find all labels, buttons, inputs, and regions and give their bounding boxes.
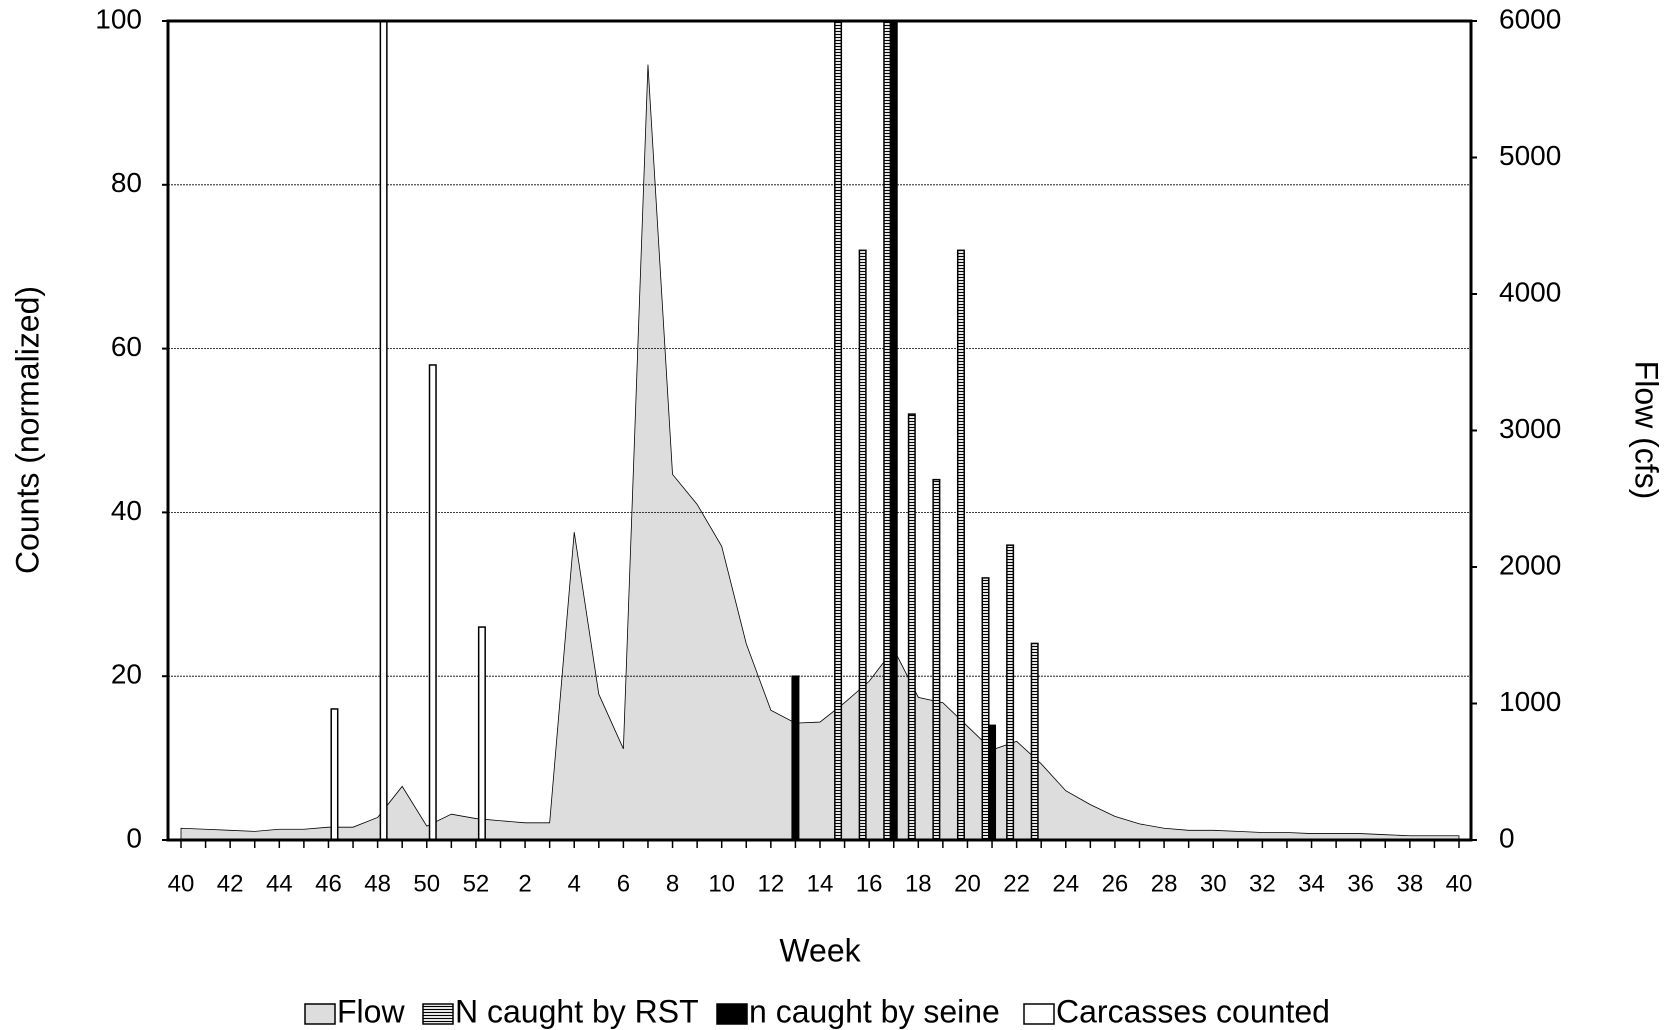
x-tick-label: 40: [168, 870, 195, 897]
bar: [889, 20, 898, 841]
bar: [379, 20, 388, 841]
x-tick-label: 34: [1298, 870, 1325, 897]
y-tick-label: 80: [111, 167, 142, 198]
x-tick-label: 46: [315, 870, 342, 897]
x-tick-label: 40: [1446, 870, 1473, 897]
x-axis-title: Week: [779, 932, 861, 968]
x-tick-label: 4: [568, 870, 581, 897]
bar: [791, 675, 800, 841]
y-axis-title: Counts (normalized): [9, 286, 45, 574]
y2-tick-label: 6000: [1499, 3, 1561, 34]
bar: [1006, 544, 1015, 841]
x-tick-label: 20: [954, 870, 981, 897]
y2-tick-label: 1000: [1499, 686, 1561, 717]
y-tick-label: 60: [111, 331, 142, 362]
x-tick-label: 28: [1151, 870, 1178, 897]
y2-tick-label: 0: [1499, 822, 1515, 853]
x-tick-label: 42: [217, 870, 244, 897]
x-tick-label: 26: [1102, 870, 1129, 897]
x-tick-label: 14: [807, 870, 834, 897]
x-tick-label: 2: [518, 870, 531, 897]
y2-tick-label: 3000: [1499, 413, 1561, 444]
x-tick-label: 22: [1003, 870, 1030, 897]
x-tick-label: 6: [617, 870, 630, 897]
legend-swatch: [304, 1003, 336, 1025]
x-tick-label: 18: [905, 870, 932, 897]
x-tick-label: 12: [757, 870, 784, 897]
bar: [988, 724, 997, 841]
legend-label: Flow: [337, 993, 405, 1029]
x-tick-label: 52: [463, 870, 490, 897]
y-tick-label: 20: [111, 659, 142, 690]
legend-label: N caught by RST: [455, 993, 699, 1029]
y2-tick-label: 2000: [1499, 549, 1561, 580]
bar: [428, 364, 437, 841]
y-tick-label: 40: [111, 495, 142, 526]
x-tick-label: 44: [266, 870, 293, 897]
y-tick-label: 100: [95, 3, 142, 34]
legend-label: Carcasses counted: [1056, 993, 1330, 1029]
x-tick-label: 24: [1052, 870, 1079, 897]
flow-area: [180, 64, 1460, 841]
bar: [907, 413, 916, 841]
legend-swatch: [716, 1003, 748, 1025]
x-tick-label: 10: [708, 870, 735, 897]
legend-swatch: [422, 1003, 454, 1025]
bar: [883, 20, 892, 841]
plot-frame: [166, 19, 1473, 842]
y2-tick-label: 5000: [1499, 140, 1561, 171]
legend-swatch: [1023, 1003, 1055, 1025]
x-tick-label: 30: [1200, 870, 1227, 897]
bar: [981, 577, 990, 841]
x-tick-label: 32: [1249, 870, 1276, 897]
x-tick-label: 36: [1347, 870, 1374, 897]
bar: [858, 249, 867, 841]
bar: [834, 20, 843, 841]
bar: [330, 708, 339, 841]
y2-axis-title: Flow (cfs): [1629, 361, 1665, 500]
bar: [956, 249, 965, 841]
y-tick-label: 0: [126, 822, 142, 853]
x-tick-label: 38: [1396, 870, 1423, 897]
bar: [932, 478, 941, 841]
legend-label: n caught by seine: [749, 993, 1000, 1029]
y2-tick-label: 4000: [1499, 276, 1561, 307]
x-tick-label: 16: [856, 870, 883, 897]
x-tick-label: 8: [666, 870, 679, 897]
x-tick-label: 48: [364, 870, 391, 897]
bar: [477, 626, 486, 841]
bar: [1030, 642, 1039, 841]
x-tick-label: 50: [413, 870, 440, 897]
